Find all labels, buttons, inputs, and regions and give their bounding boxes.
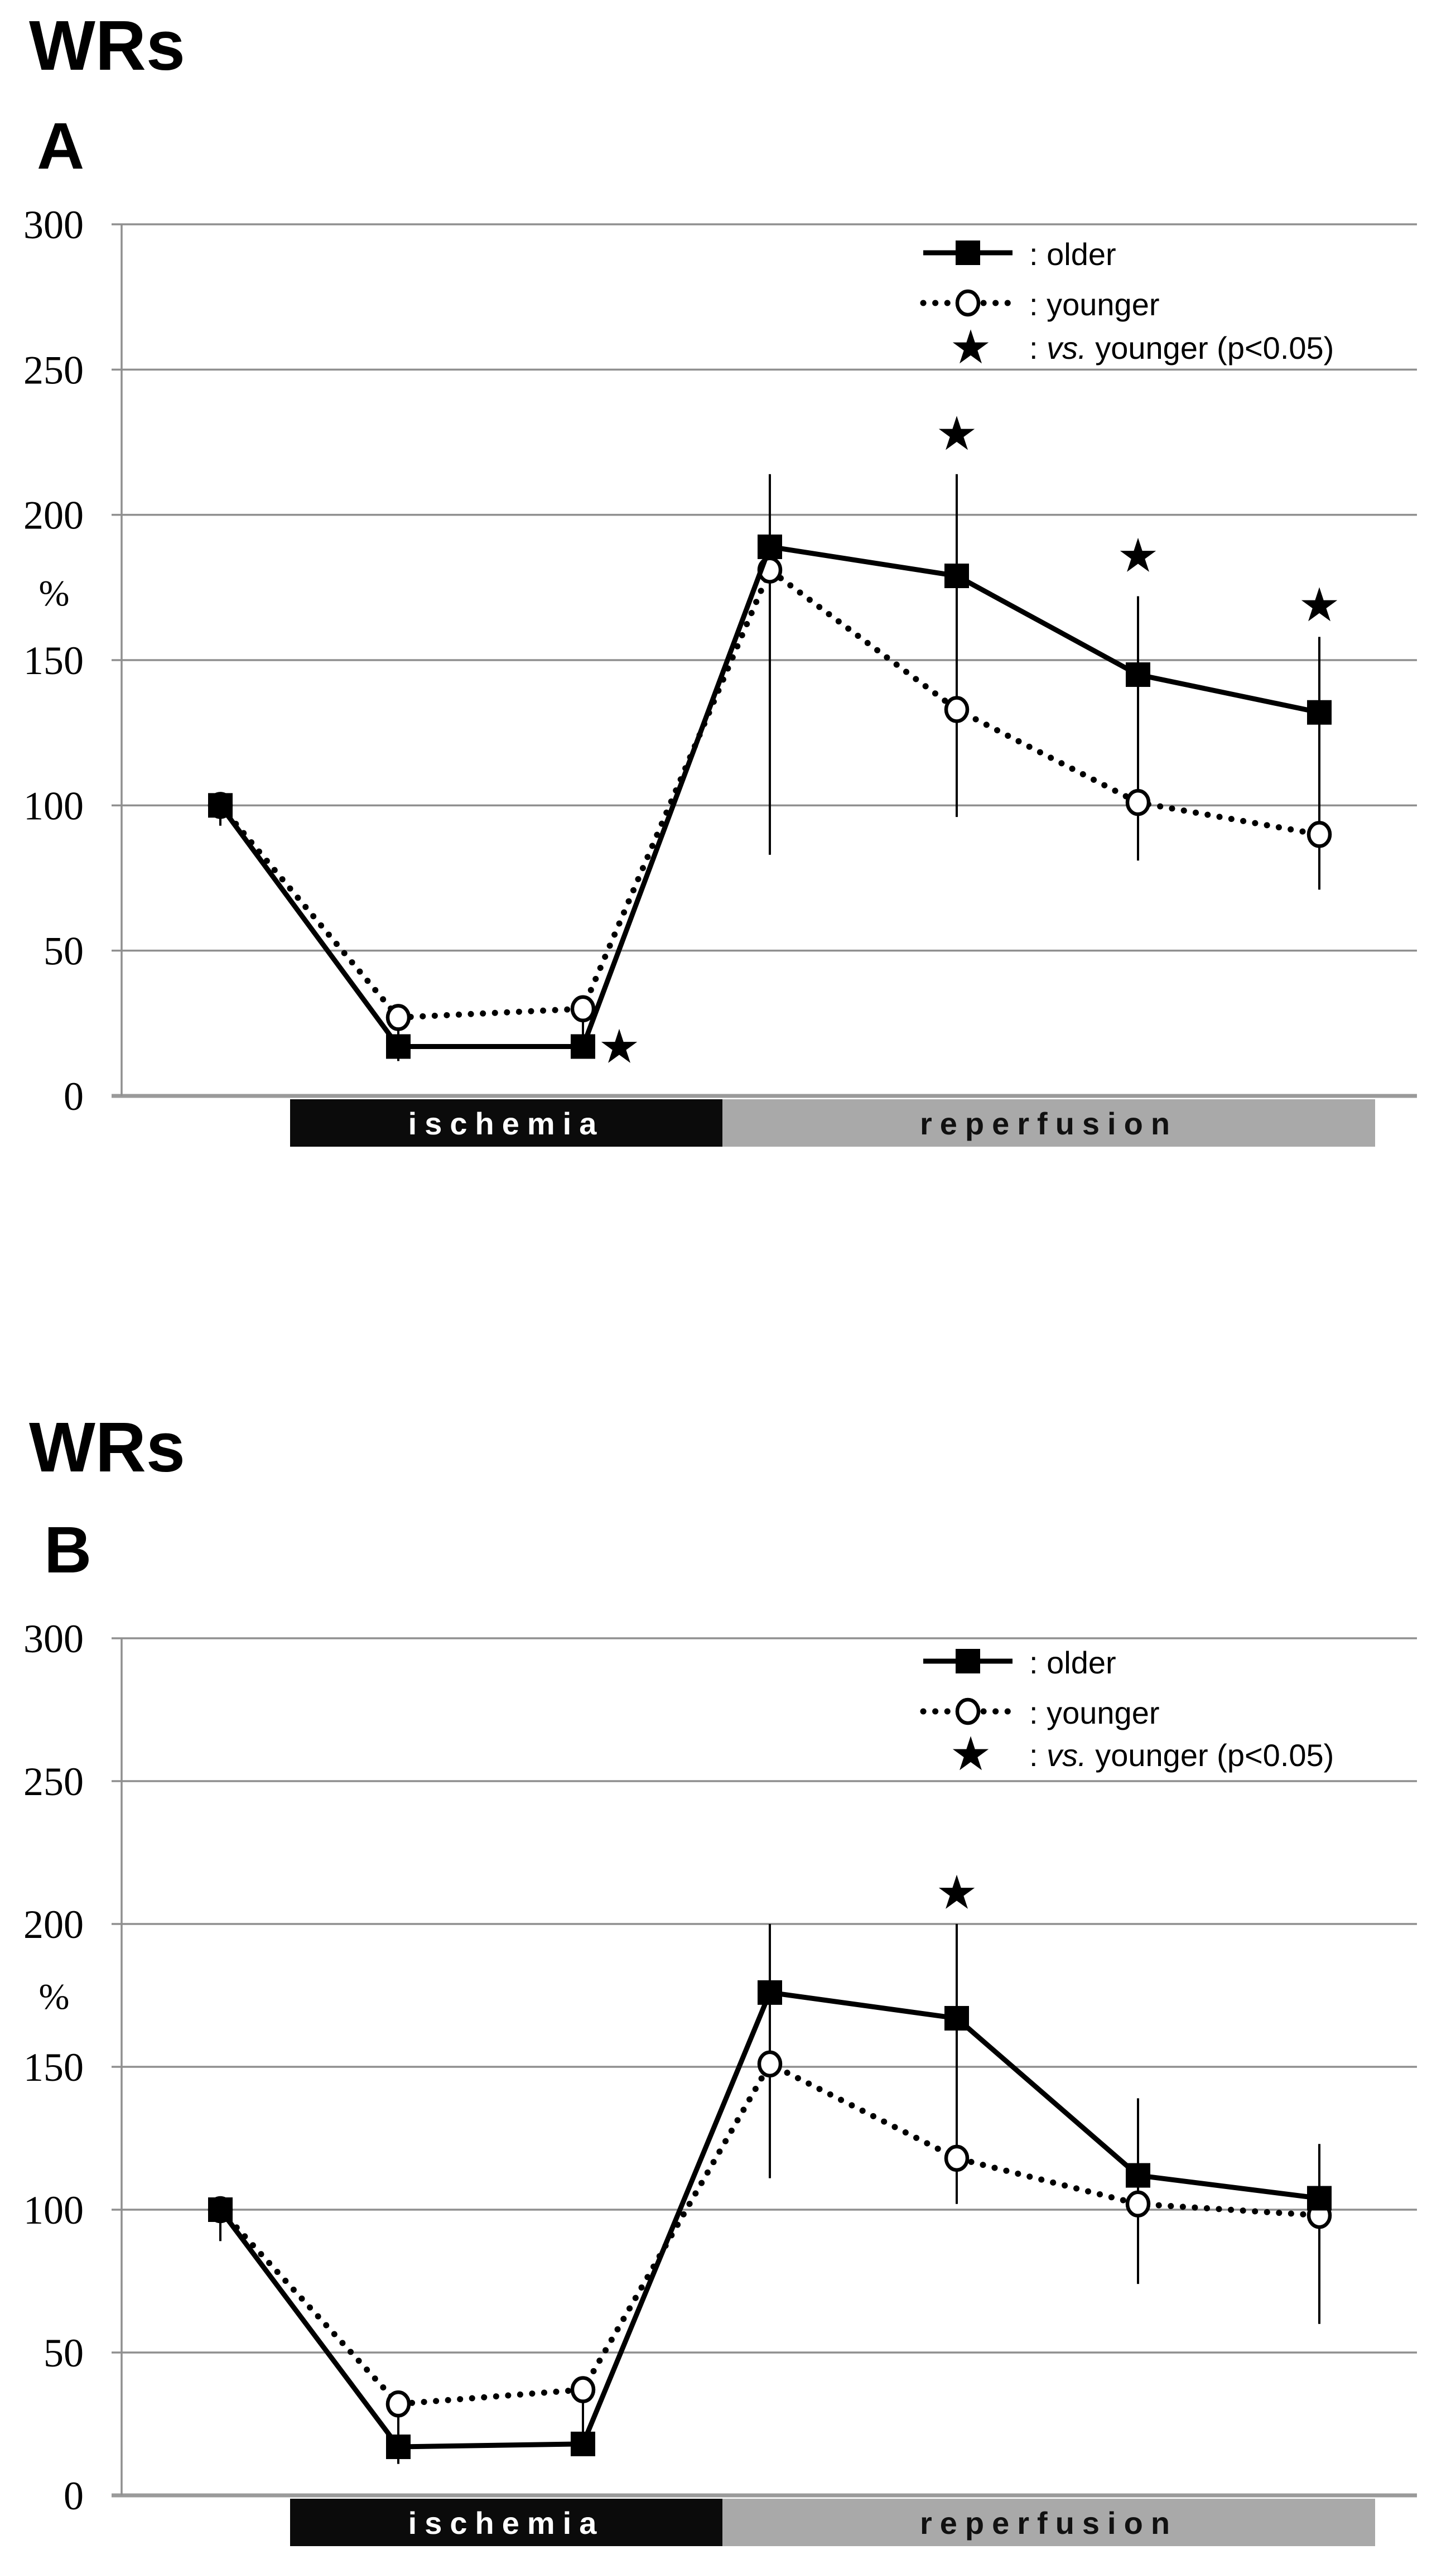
younger-point-marker (1306, 821, 1332, 848)
younger-point-marker (570, 995, 596, 1023)
y-tick-label-300: 300 (23, 203, 84, 247)
legend-star-icon: ★ (949, 320, 991, 374)
legend-star-label: : vs. younger (p<0.05) (1029, 330, 1334, 365)
legend-older-marker-icon (956, 1649, 980, 1673)
significance-star-icon: ★ (598, 1019, 640, 1074)
legend-older-label: : older (1029, 237, 1116, 272)
significance-star-icon: ★ (936, 1865, 977, 1920)
phase-band-reperfusion (722, 2499, 1375, 2546)
chart-panel-b: WRs B 300 250 200 150 100 50 0% ischemia reperfu… (23, 1408, 1417, 2546)
phase-band-ischemia (290, 2499, 722, 2546)
legend-star-label: : vs. younger (p<0.05) (1029, 1738, 1334, 1773)
older-point-marker (208, 2197, 233, 2222)
y-tick-label-200: 200 (23, 1902, 84, 1947)
younger-point-marker (570, 2376, 596, 2403)
legend-a: ★ : older : younger : vs. younger (p<0.0… (920, 237, 1334, 374)
older-point-marker (758, 1980, 782, 2005)
older-point-marker (944, 564, 969, 589)
significance-star-icon: ★ (1117, 528, 1159, 583)
legend-star-label-prefix: : (1029, 330, 1047, 365)
older-point-marker (944, 2005, 969, 2031)
legend-star-icon: ★ (949, 1726, 991, 1781)
older-point-marker (208, 793, 233, 818)
legend-b: ★ : older : younger : vs. younger (p<0.0… (920, 1645, 1334, 1781)
y-tick-label-250: 250 (23, 348, 84, 392)
y-tick-label-200: 200 (23, 493, 84, 538)
legend-older-marker-icon (956, 240, 980, 265)
y-tick-label-0: 0 (64, 1074, 84, 1119)
y-tick-label-150: 150 (23, 2045, 84, 2090)
legend-younger-label: : younger (1029, 287, 1160, 322)
y-axis-unit-label: % (39, 1976, 70, 2017)
panel-label-b: B (44, 1513, 91, 1587)
phase-label-reperfusion: reperfusion (920, 2505, 1178, 2541)
y-tick-label-0: 0 (64, 2474, 84, 2518)
legend-younger-label: : younger (1029, 1695, 1160, 1730)
legend-star-label-rest: younger (p<0.05) (1087, 330, 1334, 365)
y-tick-label-250: 250 (23, 1759, 84, 1804)
panel-label-a: A (37, 109, 84, 183)
y-tick-label-50: 50 (44, 2331, 84, 2375)
younger-point-marker (944, 2144, 970, 2172)
legend-star-label-vs: vs. (1047, 1738, 1087, 1773)
older-point-marker (571, 2431, 595, 2456)
younger-point-marker (757, 2050, 783, 2078)
y-tick-label-100: 100 (23, 2188, 84, 2233)
legend-star-label-vs: vs. (1047, 330, 1087, 365)
phase-label-ischemia: ischemia (408, 2505, 605, 2541)
older-point-marker (386, 1034, 411, 1059)
phase-band-ischemia (290, 1099, 722, 1147)
y-tick-label-100: 100 (23, 783, 84, 828)
older-point-marker (571, 1034, 595, 1059)
legend-younger-marker-icon (955, 1697, 981, 1725)
y-tick-label-300: 300 (23, 1617, 84, 1661)
younger-point-marker (1125, 788, 1151, 816)
legend-younger-marker-icon (955, 289, 981, 317)
phase-label-ischemia: ischemia (408, 1106, 605, 1141)
plot-area-b: 300 250 200 150 100 50 0% ischemia reperfusion ★ (23, 1617, 1417, 2546)
phase-label-reperfusion: reperfusion (920, 1106, 1178, 1141)
y-axis-unit-label: % (39, 573, 70, 614)
significance-star-icon: ★ (1298, 578, 1340, 632)
phase-band-reperfusion (722, 1099, 1375, 1147)
older-point-marker (1126, 662, 1150, 687)
figure-title-a: WRs (29, 6, 185, 85)
legend-star-label-prefix: : (1029, 1738, 1047, 1773)
y-tick-label-50: 50 (44, 929, 84, 974)
significance-star-icon: ★ (936, 406, 977, 461)
younger-point-marker (385, 1004, 411, 1031)
y-tick-label-150: 150 (23, 638, 84, 683)
figure-title-b: WRs (29, 1408, 185, 1487)
older-point-marker (758, 534, 782, 559)
older-point-marker (1126, 2163, 1150, 2188)
chart-panel-a: WRs A 300 250 200 150 100 50 0% ischemia reperfu… (23, 6, 1417, 1147)
legend-older-label: : older (1029, 1645, 1116, 1680)
older-point-marker (1307, 2186, 1332, 2211)
younger-point-marker (1125, 2190, 1151, 2218)
older-point-marker (1307, 700, 1332, 725)
legend-star-label-rest: younger (p<0.05) (1087, 1738, 1334, 1773)
younger-point-marker (385, 2390, 411, 2418)
older-point-marker (386, 2434, 411, 2459)
younger-point-marker (944, 696, 970, 723)
